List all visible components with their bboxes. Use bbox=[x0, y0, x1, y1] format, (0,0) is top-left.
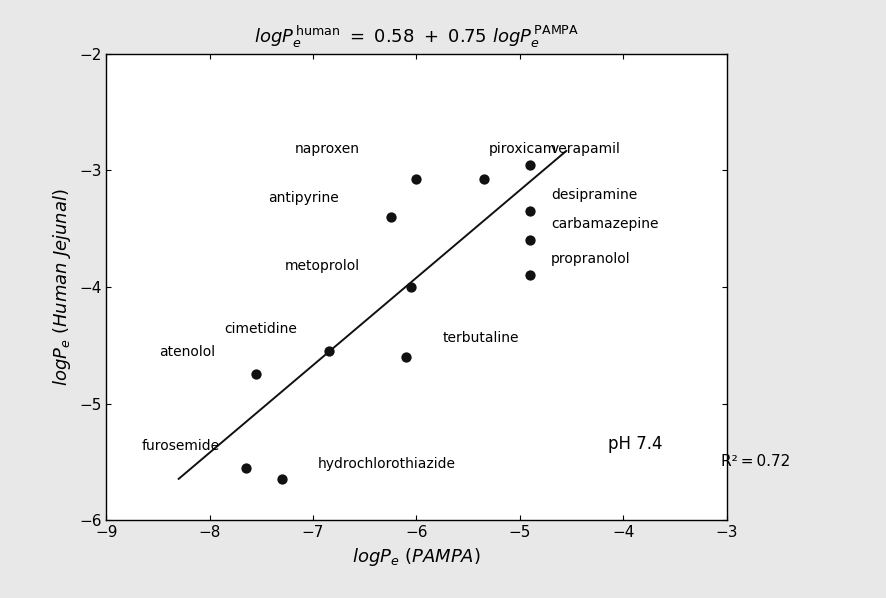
Point bbox=[523, 236, 537, 245]
Text: verapamil: verapamil bbox=[551, 142, 621, 157]
Text: desipramine: desipramine bbox=[551, 188, 637, 202]
Point bbox=[523, 270, 537, 280]
Point bbox=[399, 352, 413, 362]
Text: hydrochlorothiazide: hydrochlorothiazide bbox=[318, 457, 456, 471]
Text: antipyrine: antipyrine bbox=[268, 191, 339, 205]
Point bbox=[249, 370, 263, 379]
Text: propranolol: propranolol bbox=[551, 252, 631, 266]
Text: cimetidine: cimetidine bbox=[225, 322, 298, 336]
Text: metoprolol: metoprolol bbox=[284, 259, 360, 273]
Point bbox=[322, 346, 336, 356]
Text: atenolol: atenolol bbox=[159, 345, 214, 359]
Text: pH 7.4: pH 7.4 bbox=[608, 435, 662, 453]
X-axis label: $\mathit{log}P_e\ \mathit{(PAMPA)}$: $\mathit{log}P_e\ \mathit{(PAMPA)}$ bbox=[352, 546, 481, 568]
Point bbox=[275, 475, 289, 484]
Point bbox=[523, 206, 537, 216]
Point bbox=[409, 174, 424, 184]
Point bbox=[404, 282, 418, 292]
Text: piroxicam: piroxicam bbox=[489, 142, 557, 157]
Point bbox=[523, 160, 537, 169]
Text: carbamazepine: carbamazepine bbox=[551, 217, 658, 231]
Text: R² = 0.72: R² = 0.72 bbox=[721, 454, 790, 469]
Point bbox=[384, 212, 398, 222]
Text: furosemide: furosemide bbox=[142, 438, 220, 453]
Text: terbutaline: terbutaline bbox=[442, 331, 519, 346]
Text: naproxen: naproxen bbox=[294, 142, 360, 157]
Point bbox=[238, 463, 253, 472]
Point bbox=[477, 174, 491, 184]
Title: $\mathit{log}P_e^{\,\mathrm{human}}\ =\ 0.58\ +\ 0.75\ \mathit{log}P_e^{\,\mathr: $\mathit{log}P_e^{\,\mathrm{human}}\ =\ … bbox=[254, 24, 579, 50]
Y-axis label: $\mathit{log}P_e\ \mathit{(Human\ Jejunal)}$: $\mathit{log}P_e\ \mathit{(Human\ Jejuna… bbox=[51, 188, 74, 386]
